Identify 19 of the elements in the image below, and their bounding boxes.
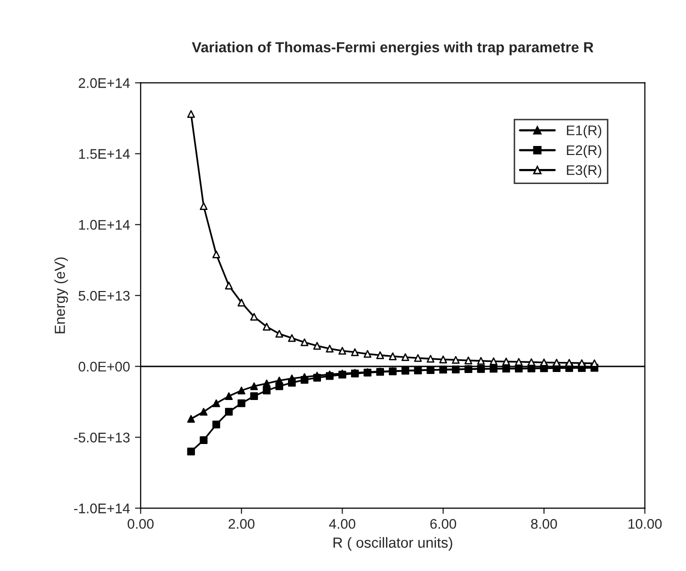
y-axis-title: Energy (eV) xyxy=(54,257,68,334)
chart-title: Variation of Thomas-Fermi energies with trap parametre R xyxy=(192,42,594,56)
x-tick-label: 6.00 xyxy=(430,518,456,529)
y-tick-label: -1.0E+14 xyxy=(74,504,130,514)
x-tick-label: 10.00 xyxy=(628,518,662,529)
legend-label: E3(R) xyxy=(566,164,602,178)
x-tick-label: 4.00 xyxy=(329,518,356,529)
x-tick-label: 8.00 xyxy=(531,518,557,529)
y-tick-label: -5.0E+13 xyxy=(74,432,130,442)
legend-label: E1(R) xyxy=(566,125,602,138)
x-tick-label: 2.00 xyxy=(228,518,254,529)
x-axis-title: R ( oscillator units) xyxy=(334,537,452,551)
y-tick-label: 5.0E+13 xyxy=(78,290,130,301)
y-tick-label: 1.0E+14 xyxy=(79,220,130,230)
legend-label: E2(R) xyxy=(566,144,602,158)
y-tick-label: 1.5E+14 xyxy=(79,149,130,159)
y-tick-label: 2.0E+14 xyxy=(78,78,130,88)
y-tick-label: 0.0E+00 xyxy=(78,362,130,372)
x-tick-label: 0.00 xyxy=(128,518,154,529)
